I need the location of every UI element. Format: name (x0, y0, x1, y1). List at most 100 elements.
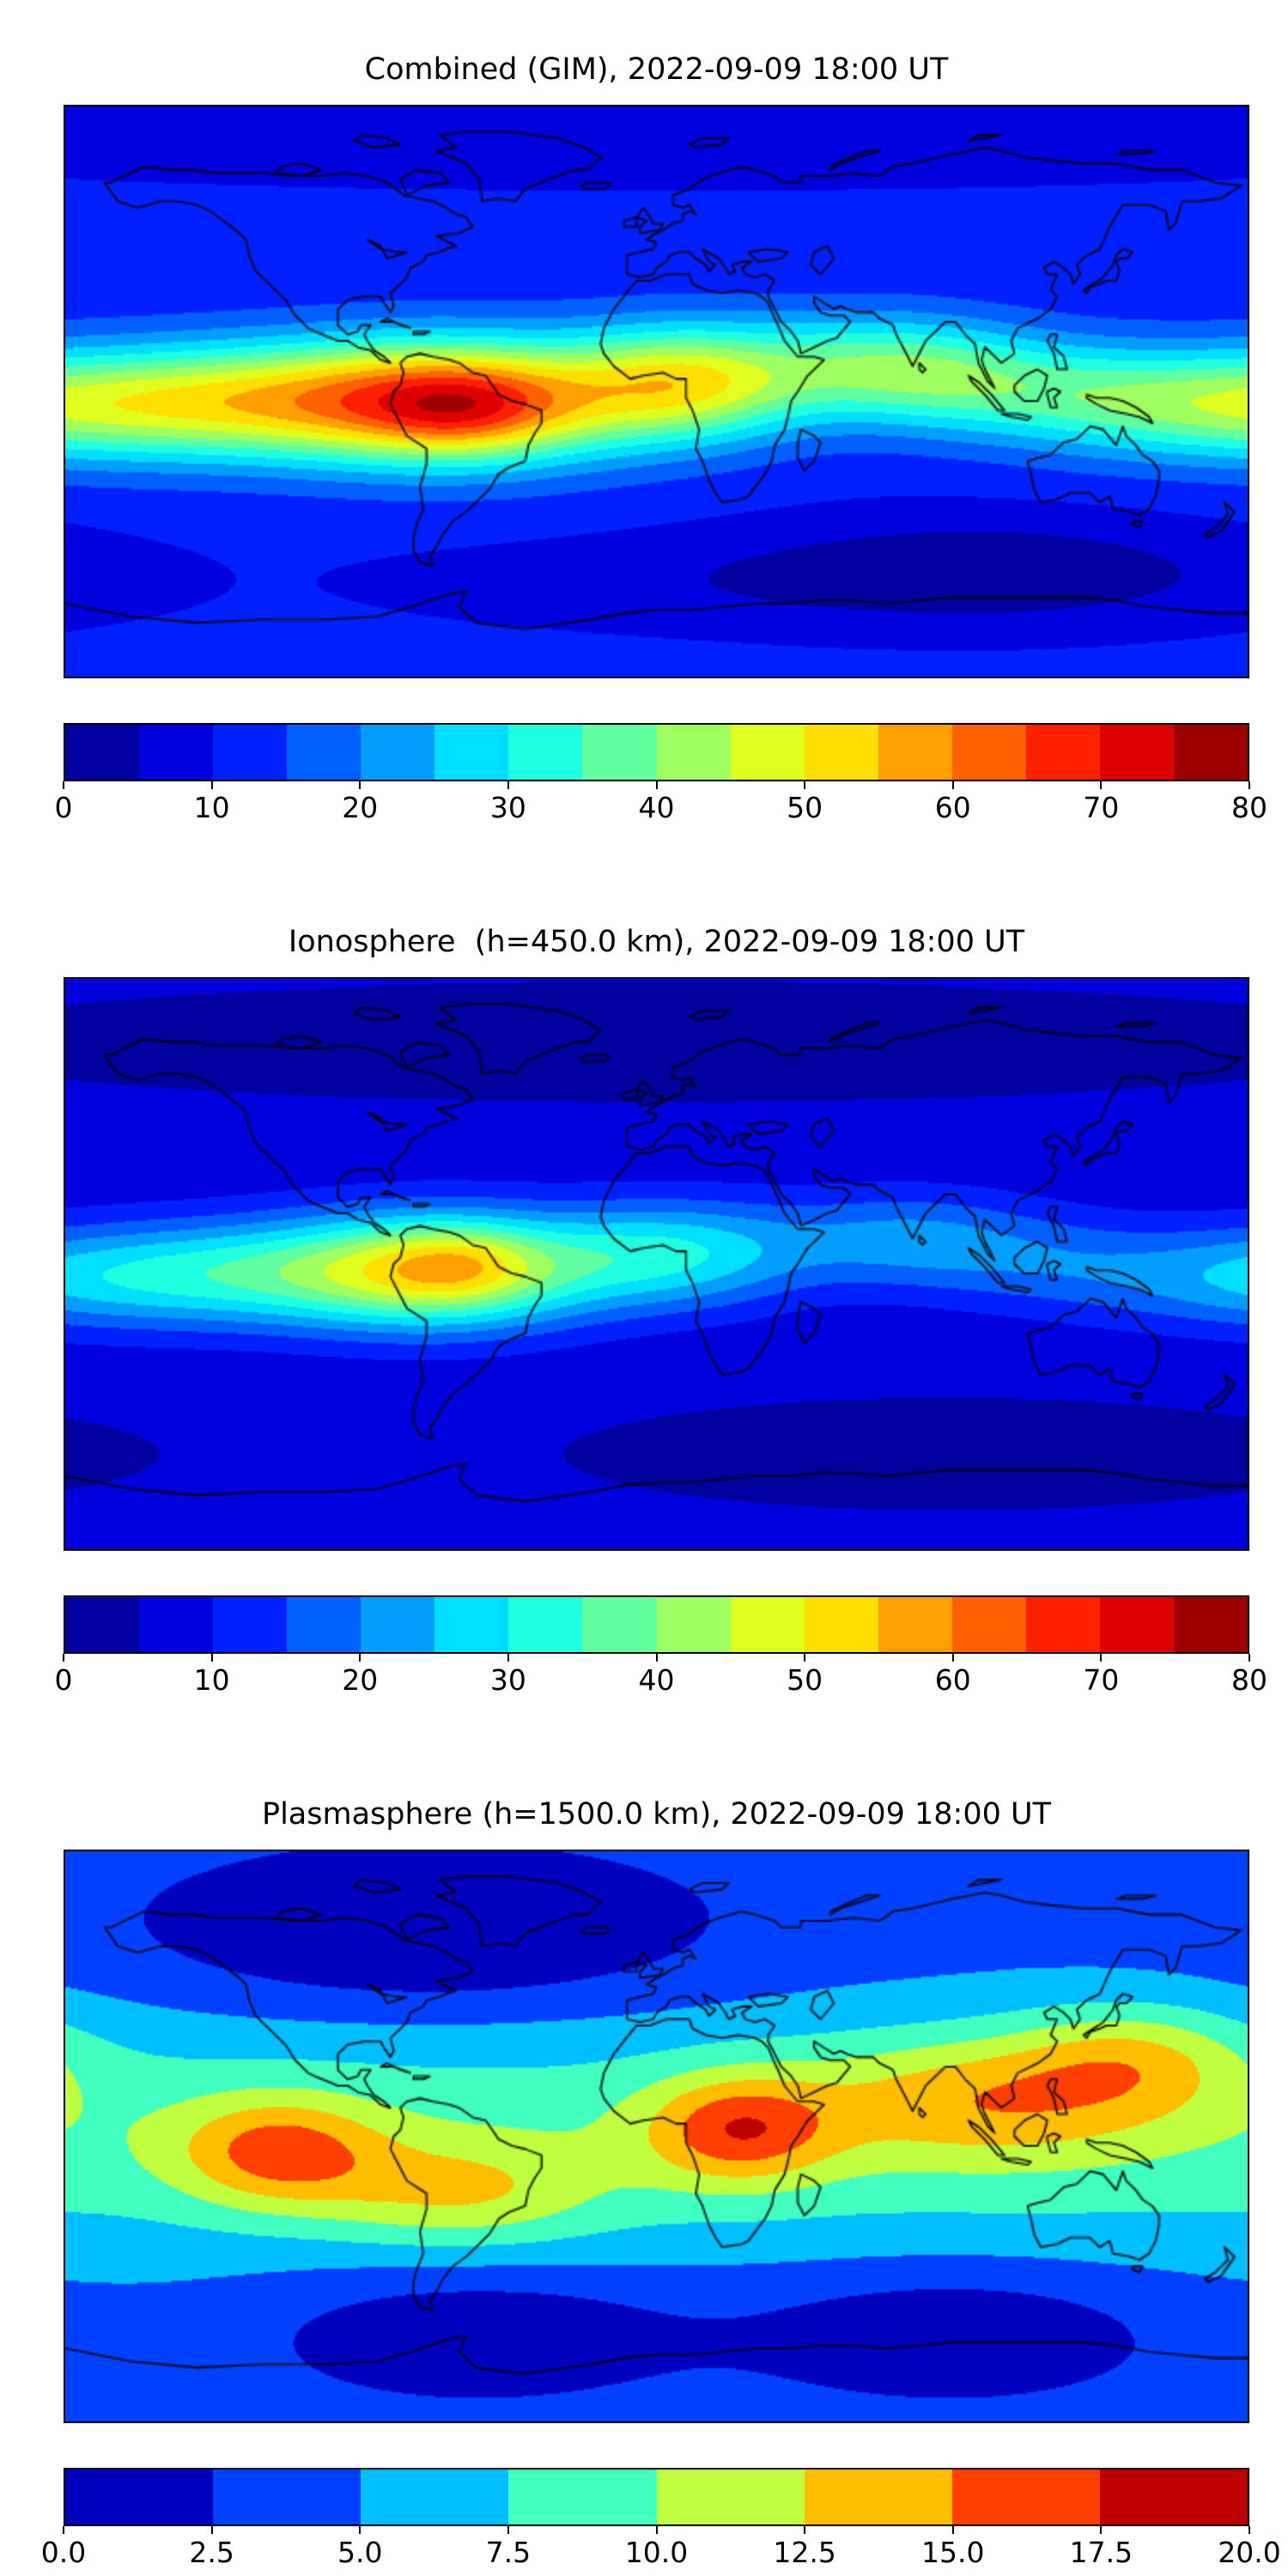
colorbar-tick (1100, 1654, 1103, 1662)
colorbar-tick (210, 2526, 213, 2534)
colorbar-tick (655, 781, 658, 789)
colorbar-tick (1100, 2526, 1103, 2534)
colorbar-plasmasphere (64, 2468, 1249, 2526)
colorbar-labels-combined: 0 10 20 30 40 50 60 70 80 (55, 781, 1267, 824)
map-ionosphere (64, 977, 1249, 1551)
colorbar-segment (878, 1597, 952, 1652)
colorbar-segment (730, 1597, 805, 1652)
colorbar-tick (1249, 1654, 1250, 1662)
colorbar-segment (1173, 725, 1248, 780)
colorbar-tick-label: 80 (1231, 1663, 1267, 1697)
colorbar-segment (213, 1597, 288, 1652)
colorbar-segment (804, 725, 878, 780)
colorbar-tick-label: 80 (1231, 791, 1267, 824)
colorbar-tick-label: 30 (489, 1663, 526, 1697)
colorbar-segment (508, 725, 583, 780)
colorbar-segment (361, 2470, 509, 2524)
colorbar-tick (507, 1654, 509, 1662)
colorbar-tick (507, 781, 509, 789)
colorbar-segment (1025, 1597, 1100, 1652)
colorbar-tick-label: 30 (489, 791, 526, 824)
colorbar-tick-label: 12.5 (773, 2536, 836, 2569)
colorbar-tick (1100, 781, 1103, 789)
colorbar-tick (804, 2526, 806, 2534)
colorbar-ionosphere (64, 1595, 1249, 1654)
colorbar-tick (63, 2526, 64, 2534)
map-canvas-combined (65, 106, 1248, 677)
colorbar-tick-label: 2.5 (189, 2536, 234, 2569)
colorbar-segment (287, 725, 361, 780)
colorbar-tick (951, 781, 954, 789)
colorbar-tick (804, 1654, 806, 1662)
colorbar-segment (582, 725, 657, 780)
colorbar-segment (65, 725, 140, 780)
colorbar-tick-label: 0 (54, 791, 73, 824)
colorbar-tick-label: 20 (342, 791, 379, 824)
colorbar-tick-label: 5.0 (337, 2536, 383, 2569)
colorbar-tick-label: 50 (787, 791, 823, 824)
panel-combined-gim: Combined (GIM), 2022-09-09 18:00 UT 0 10 2… (0, 52, 1288, 824)
colorbar-segment (65, 2470, 214, 2524)
colorbar-segment (1099, 2470, 1248, 2524)
colorbar-tick-label: 60 (934, 791, 971, 824)
colorbar-segment (951, 2470, 1100, 2524)
colorbar-segment (656, 2470, 805, 2524)
colorbar-segment (804, 2470, 952, 2524)
colorbar-segment (1099, 725, 1174, 780)
colorbar-segment (361, 1597, 435, 1652)
colorbar-segment (730, 725, 805, 780)
colorbar-segment (434, 1597, 509, 1652)
colorbar-tick-label: 60 (934, 1663, 971, 1697)
colorbar-segment (213, 2470, 361, 2524)
colorbar-segment (139, 1597, 214, 1652)
colorbar-tick (655, 2526, 658, 2534)
colorbar-segment (656, 725, 731, 780)
panel-title-plasmasphere: Plasmasphere (h=1500.0 km), 2022-09-09 1… (261, 1797, 1052, 1832)
colorbar-tick (359, 1654, 361, 1662)
panel-title-ionosphere: Ionosphere (h=450.0 km), 2022-09-09 18:0… (288, 925, 1025, 959)
colorbar-segment (213, 725, 288, 780)
colorbar-segment (434, 725, 509, 780)
colorbar-tick (507, 2526, 509, 2534)
colorbar-tick (359, 2526, 361, 2534)
colorbar-segment (508, 1597, 583, 1652)
colorbar-tick-label: 70 (1083, 791, 1120, 824)
colorbar-tick (63, 1654, 64, 1662)
colorbar-segment (1099, 1597, 1174, 1652)
colorbar-segment (804, 1597, 878, 1652)
map-plasmasphere (64, 1850, 1249, 2423)
colorbar-segment (951, 725, 1026, 780)
colorbar-tick-label: 10.0 (624, 2536, 689, 2569)
panel-plasmasphere: Plasmasphere (h=1500.0 km), 2022-09-09 1… (0, 1796, 1288, 2569)
colorbar-tick (951, 1654, 954, 1662)
colorbar-segment (951, 1597, 1026, 1652)
colorbar-labels-plasmasphere: 0.0 2.5 5.0 7.5 10.0 12.5 15.0 17.5 20.0 (41, 2526, 1281, 2569)
colorbar-tick (210, 781, 213, 789)
colorbar-segment (65, 1597, 140, 1652)
map-canvas-plasmasphere (65, 1851, 1248, 2421)
colorbar-segment (287, 1597, 361, 1652)
colorbar-tick-label: 17.5 (1069, 2536, 1133, 2569)
map-combined (64, 105, 1249, 678)
colorbar-tick (210, 1654, 213, 1662)
colorbar-segment (656, 1597, 731, 1652)
colorbar-tick-label: 7.5 (485, 2536, 532, 2569)
colorbar-tick (655, 1654, 658, 1662)
colorbar-tick-label: 15.0 (921, 2536, 985, 2569)
colorbar-tick (63, 781, 64, 789)
colorbar-segment (1173, 1597, 1248, 1652)
colorbar-segment (878, 725, 952, 780)
colorbar-segment (139, 725, 214, 780)
colorbar-segment (1025, 725, 1100, 780)
colorbar-tick-label: 10 (193, 1663, 230, 1697)
colorbar-tick-label: 70 (1083, 1663, 1120, 1697)
colorbar-combined (64, 723, 1249, 781)
colorbar-tick-label: 40 (638, 791, 675, 824)
colorbar-tick-label: 40 (638, 1663, 675, 1697)
colorbar-tick (359, 781, 361, 789)
panel-title-combined: Combined (GIM), 2022-09-09 18:00 UT (364, 52, 949, 87)
map-canvas-ionosphere (65, 979, 1248, 1549)
colorbar-segment (582, 1597, 657, 1652)
colorbar-tick (1249, 781, 1250, 789)
